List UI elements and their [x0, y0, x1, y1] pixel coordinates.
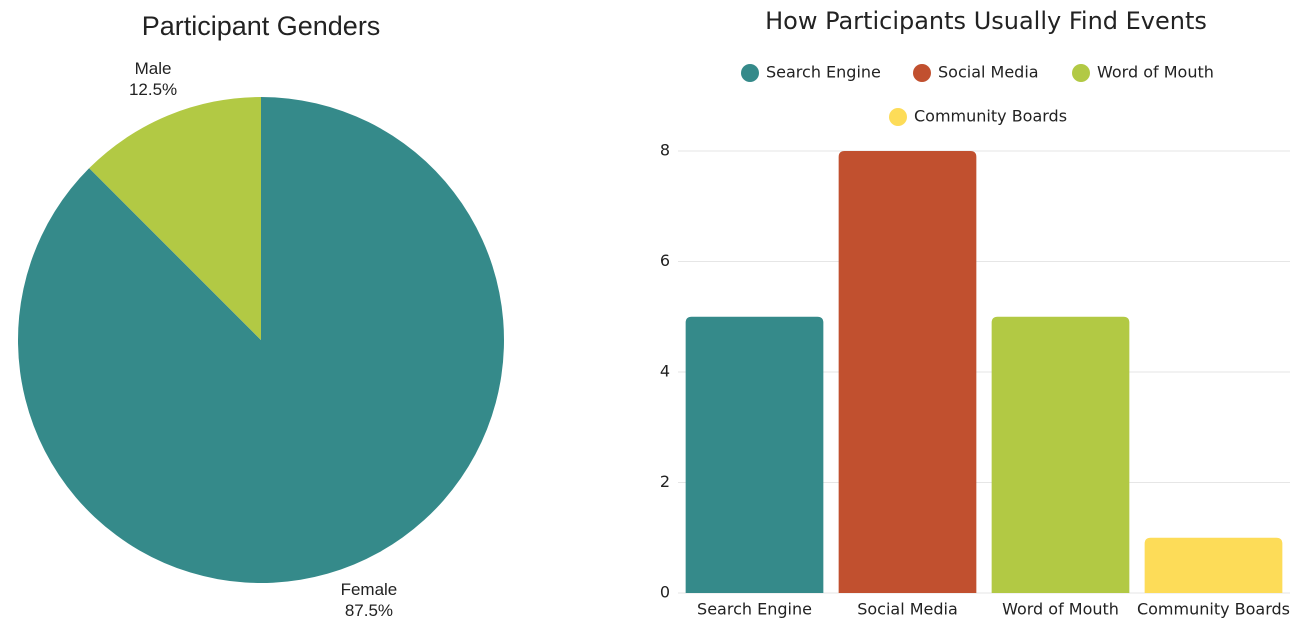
chart-title: Participant Genders [142, 11, 381, 41]
x-tick-label: Community Boards [1137, 600, 1290, 619]
x-tick-label: Search Engine [697, 600, 812, 619]
legend-label: Word of Mouth [1097, 63, 1214, 82]
legend-label: Search Engine [766, 63, 881, 82]
legend-label: Community Boards [914, 107, 1067, 126]
bar [1144, 537, 1283, 593]
bar [685, 316, 824, 593]
slice-value-label: 12.5% [129, 80, 177, 99]
x-tick-label: Social Media [857, 600, 958, 619]
legend-marker [913, 64, 931, 82]
bar [838, 151, 977, 593]
chart-title: How Participants Usually Find Events [765, 7, 1207, 35]
legend-label: Social Media [938, 63, 1039, 82]
legend-marker [889, 108, 907, 126]
slice-value-label: 87.5% [345, 601, 393, 620]
pie-slice [89, 97, 261, 340]
legend-marker [741, 64, 759, 82]
y-tick-label: 0 [660, 583, 670, 602]
y-tick-label: 2 [660, 472, 670, 491]
y-tick-label: 4 [660, 362, 670, 381]
legend-marker [1072, 64, 1090, 82]
x-tick-label: Word of Mouth [1002, 600, 1119, 619]
slice-label: Female [341, 580, 398, 599]
bar [991, 316, 1130, 593]
y-tick-label: 6 [660, 251, 670, 270]
slice-label: Male [135, 59, 172, 78]
y-tick-label: 8 [660, 141, 670, 160]
